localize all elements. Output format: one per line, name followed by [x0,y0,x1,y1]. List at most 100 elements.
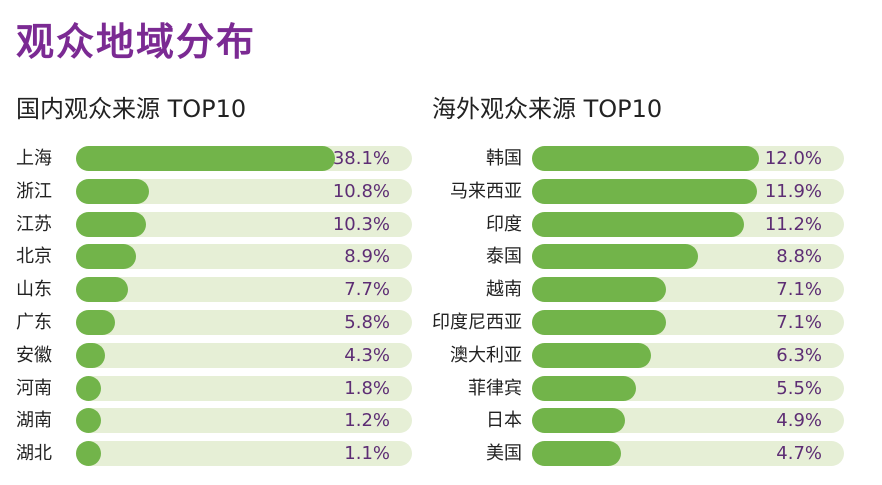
page-title: 观众地域分布 [16,20,257,64]
bar [532,408,625,434]
value-label: 7.1% [776,312,822,333]
bar-row: 菲律宾 5.5% [432,375,844,401]
bar-track: 11.2% [532,211,844,237]
bar-track: 8.8% [532,244,844,270]
bar-row: 澳大利亚 6.3% [432,342,844,368]
bar [532,342,652,368]
bar-row: 马来西亚 11.9% [432,178,844,204]
value-label: 10.3% [332,213,390,235]
bar [76,178,150,204]
bar [76,146,335,171]
value-label: 4.7% [776,443,822,465]
value-label: 11.2% [764,213,822,235]
category-label: 泰国 [486,246,522,268]
value-label: 1.2% [344,410,390,432]
bar-row: 山东 7.7% [16,277,412,303]
value-label: 38.1% [332,148,390,169]
bar [532,277,667,303]
value-label: 4.3% [344,344,390,366]
bar [76,342,106,368]
bar-row: 河南 1.8% [16,375,412,401]
bar [76,211,146,237]
bar [532,211,744,237]
value-label: 4.9% [776,410,822,432]
value-label: 7.1% [776,279,822,301]
bar-track: 11.9% [532,178,844,204]
bar [76,244,137,270]
category-label: 广东 [16,312,52,333]
bar-track: 10.8% [76,178,412,204]
category-label: 马来西亚 [450,180,522,202]
category-label: 浙江 [16,180,52,202]
bar-row: 上海 38.1% [16,146,412,171]
value-label: 10.8% [332,180,390,202]
bar-row: 印度 11.2% [432,211,844,237]
value-label: 8.9% [344,246,390,268]
bar-track: 10.3% [76,211,412,237]
bar [76,277,129,303]
bar [532,244,699,270]
chart-title: 海外观众来源 TOP10 [432,95,663,123]
bar-row: 日本 4.9% [432,408,844,434]
category-label: 印度尼西亚 [432,312,522,333]
bar-row: 印度尼西亚 7.1% [432,310,844,335]
category-label: 山东 [16,279,52,301]
bar [76,441,101,467]
value-label: 8.8% [776,246,822,268]
bar [532,441,621,467]
bar [76,375,101,401]
bar-track: 1.1% [76,441,412,467]
bar-row: 安徽 4.3% [16,342,412,368]
category-label: 上海 [16,148,52,169]
bar-track: 12.0% [532,146,844,171]
bar-row: 越南 7.1% [432,277,844,303]
bar [76,408,101,434]
value-label: 5.5% [776,377,822,399]
value-label: 5.8% [344,312,390,333]
bar [532,375,636,401]
bar [532,310,667,335]
category-label: 美国 [486,443,522,465]
overseas-chart: 海外观众来源 TOP10 韩国 12.0% 马来西亚 11.9% 印度 11.2% 泰国 8.… [432,92,844,467]
bar-track: 6.3% [532,342,844,368]
bar-track: 7.1% [532,277,844,303]
bar-row: 江苏 10.3% [16,211,412,237]
category-label: 江苏 [16,213,52,235]
bar-track: 38.1% [76,146,412,171]
bar-track: 5.5% [532,375,844,401]
value-label: 12.0% [764,148,822,169]
category-label: 北京 [16,246,52,268]
bar [532,178,758,204]
category-label: 湖南 [16,410,52,432]
bar [76,310,116,335]
bar-track: 1.2% [76,408,412,434]
bar-track: 5.8% [76,310,412,335]
category-label: 菲律宾 [468,377,522,399]
bar-track: 7.1% [532,310,844,335]
category-label: 越南 [486,279,522,301]
bar-track: 7.7% [76,277,412,303]
bar-row: 浙江 10.8% [16,178,412,204]
category-label: 澳大利亚 [450,344,522,366]
value-label: 11.9% [764,180,822,202]
bar-track: 4.9% [532,408,844,434]
bar-row: 泰国 8.8% [432,244,844,270]
bar-row: 韩国 12.0% [432,146,844,171]
bar-row: 北京 8.9% [16,244,412,270]
bar-track: 4.7% [532,441,844,467]
category-label: 湖北 [16,443,52,465]
bar-row: 美国 4.7% [432,441,844,467]
value-label: 6.3% [776,344,822,366]
value-label: 1.1% [344,443,390,465]
bar-row: 湖北 1.1% [16,441,412,467]
chart-title: 国内观众来源 TOP10 [16,95,247,123]
bar [532,146,759,171]
category-label: 韩国 [486,148,522,169]
bar-row: 广东 5.8% [16,310,412,335]
bar-track: 4.3% [76,342,412,368]
category-label: 印度 [486,213,522,235]
domestic-chart: 国内观众来源 TOP10 上海 38.1% 浙江 10.8% 江苏 10.3% 北京 8.9%… [16,92,412,467]
value-label: 7.7% [344,279,390,301]
category-label: 河南 [16,377,52,399]
category-label: 安徽 [16,344,52,366]
